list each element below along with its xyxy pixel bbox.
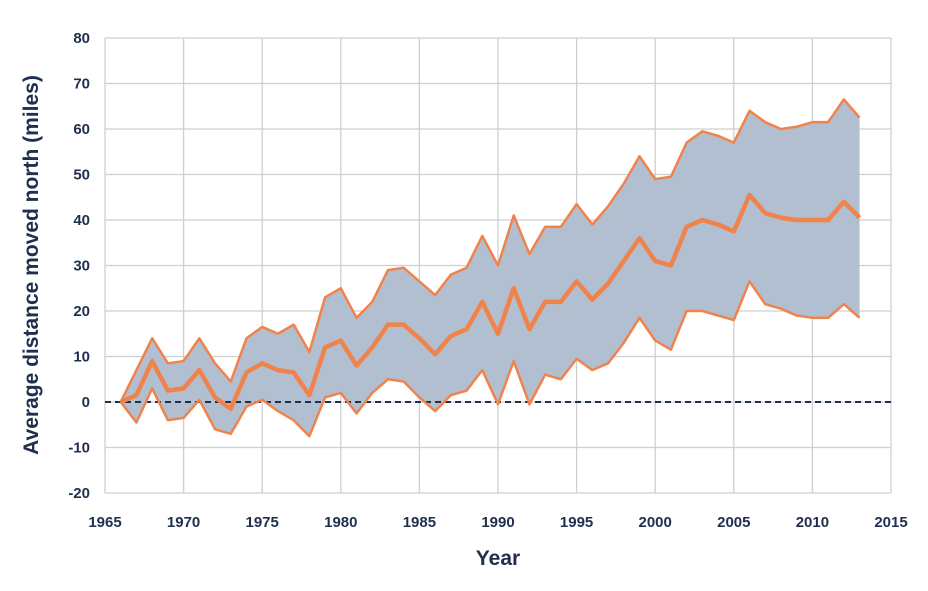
y-tick-label: -10: [68, 440, 90, 457]
y-tick-label: 20: [73, 303, 90, 320]
x-tick-label: 1970: [167, 514, 200, 531]
central-estimate-line: [119, 192, 862, 412]
y-tick-label: 0: [82, 394, 90, 411]
x-tick-label: 1990: [481, 514, 514, 531]
x-tick-label: 1980: [324, 514, 357, 531]
uncertainty-band-layer: [120, 99, 860, 437]
y-tick-label: 50: [73, 167, 90, 184]
y-tick-label: 80: [73, 30, 90, 47]
y-tick-label: -20: [68, 485, 90, 502]
upper-bound-line: [119, 98, 861, 403]
x-tick-label: 2000: [639, 514, 672, 531]
y-tick-label: 30: [73, 258, 90, 275]
uncertainty-band: [120, 99, 860, 437]
x-tick-label: 1965: [88, 514, 121, 531]
x-tick-label: 1985: [403, 514, 436, 531]
y-tick-label: 40: [73, 212, 90, 229]
x-tick-label: 2005: [717, 514, 750, 531]
y-axis-title: Average distance moved north (miles): [20, 75, 43, 455]
y-tick-labels: -20 -10 0 10 20 30 40 50 60 70 80: [68, 30, 90, 502]
y-tick-label: 70: [73, 76, 90, 93]
y-tick-label: 60: [73, 121, 90, 138]
lower-bound-line: [119, 280, 861, 438]
x-tick-label: 2010: [796, 514, 829, 531]
series-line-layer: [119, 98, 862, 438]
x-tick-label: 1975: [246, 514, 279, 531]
x-tick-label: 2015: [874, 514, 907, 531]
y-tick-label: 10: [73, 349, 90, 366]
x-axis-title: Year: [476, 547, 520, 570]
x-tick-label: 1995: [560, 514, 593, 531]
x-tick-labels: 1965 1970 1975 1980 1985 1990 1995 2000 2005 2010…: [88, 514, 907, 531]
